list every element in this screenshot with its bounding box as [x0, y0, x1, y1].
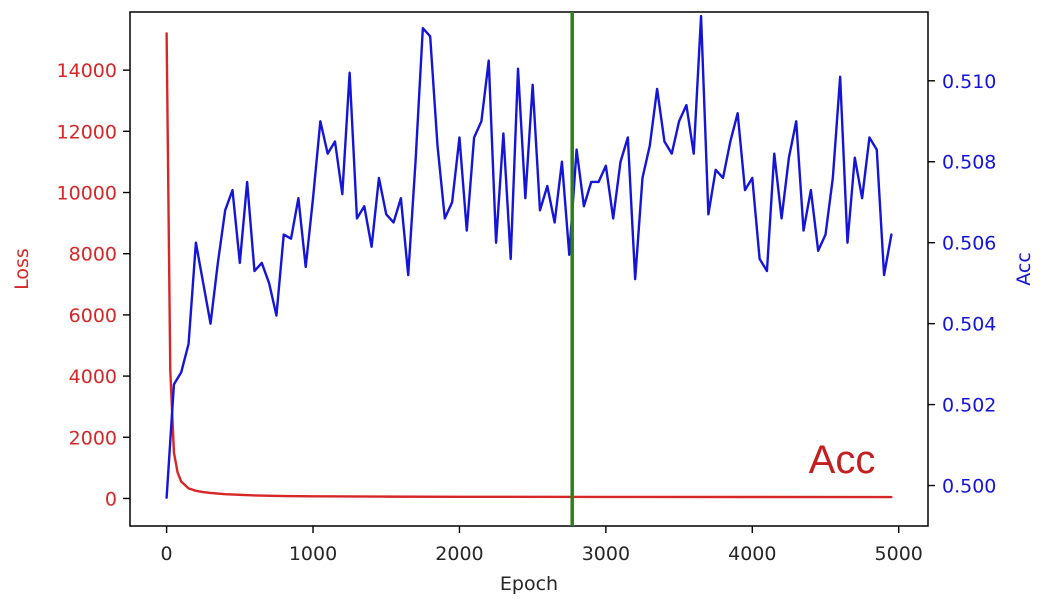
- left-y-tick-label: 8000: [69, 244, 117, 266]
- left-y-tick-label: 0: [105, 488, 117, 510]
- left-y-tick-label: 12000: [57, 121, 117, 143]
- right-y-tick-label: 0.502: [942, 395, 996, 417]
- left-y-tick-label: 2000: [69, 427, 117, 449]
- x-tick-label: 0: [161, 543, 173, 565]
- x-axis-title: Epoch: [500, 573, 558, 595]
- right-y-tick-label: 0.508: [942, 152, 996, 174]
- x-tick-label: 2000: [435, 543, 483, 565]
- left-y-axis-title: Loss: [11, 248, 33, 290]
- x-tick-label: 5000: [875, 543, 923, 565]
- left-y-tick-label: 14000: [57, 60, 117, 82]
- right-y-tick-label: 0.500: [942, 476, 996, 498]
- right-y-tick-label: 0.510: [942, 71, 996, 93]
- right-y-tick-label: 0.504: [942, 314, 996, 336]
- x-tick-label: 4000: [728, 543, 776, 565]
- x-tick-label: 1000: [289, 543, 337, 565]
- right-y-tick-label: 0.506: [942, 233, 996, 255]
- left-y-tick-label: 4000: [69, 366, 117, 388]
- x-tick-label: 3000: [582, 543, 630, 565]
- acc-series-line: [165, 14, 893, 499]
- right-y-axis-title: Acc: [1013, 252, 1035, 286]
- loss-series-line: [165, 32, 893, 499]
- acc-annotation: Acc: [809, 438, 876, 482]
- left-y-tick-label: 6000: [69, 305, 117, 327]
- left-y-tick-label: 10000: [57, 183, 117, 205]
